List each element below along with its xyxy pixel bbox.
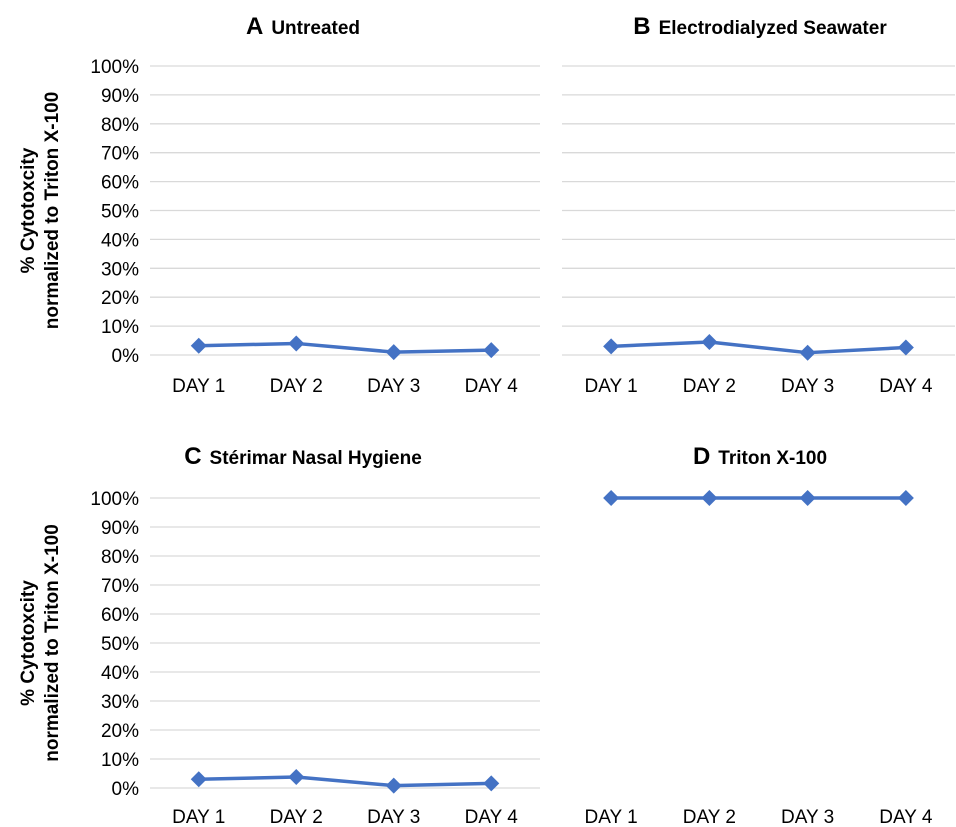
panel-b: B Electrodialyzed Seawater DAY 1 DAY 2 DAY 3… <box>562 13 955 397</box>
y-tick-label: 40% <box>101 663 139 684</box>
y-tick-label: 30% <box>101 692 139 713</box>
panel-title: B Electrodialyzed Seawater <box>633 13 887 40</box>
data-point-marker <box>897 339 914 356</box>
x-tick-label: DAY 3 <box>781 807 834 827</box>
y-tick-label: 60% <box>101 173 139 194</box>
data-point-marker <box>483 342 500 359</box>
data-point-marker <box>603 490 620 506</box>
x-tick-label: DAY 3 <box>367 376 420 397</box>
y-axis-label-line: normalized to Triton X-100 <box>42 92 63 330</box>
data-point-marker <box>385 777 402 794</box>
panel-title: D Triton X-100 <box>693 443 827 470</box>
y-tick-label: 90% <box>101 86 139 107</box>
data-point-marker <box>385 344 402 361</box>
y-tick-label: 100% <box>90 489 139 510</box>
panel-title-text: Electrodialyzed Seawater <box>659 18 888 39</box>
panel-title-text: Untreated <box>271 18 360 39</box>
x-tick-label: DAY 4 <box>465 807 519 827</box>
panel-letter: D <box>693 443 710 470</box>
y-tick-label: 70% <box>101 576 139 597</box>
y-tick-label: 0% <box>112 779 140 800</box>
y-axis-label-line: % Cytotoxcity <box>18 147 39 273</box>
data-point-marker <box>288 335 305 352</box>
y-axis-label-line: % Cytotoxcity <box>18 580 39 706</box>
y-tick-label: 30% <box>101 259 139 280</box>
x-tick-label: DAY 3 <box>367 807 420 827</box>
x-tick-label: DAY 1 <box>172 807 225 827</box>
data-point-marker <box>701 333 718 350</box>
y-axis-label: % Cytotoxcity normalized to Triton X-100 <box>18 92 63 330</box>
panel-d: D Triton X-100 DAY 1 DAY 2 DAY 3 DAY 4 <box>585 443 933 827</box>
data-point-marker <box>799 490 816 506</box>
y-tick-label: 100% <box>90 57 139 78</box>
x-tick-label: DAY 1 <box>172 376 225 397</box>
panel-title-text: Triton X-100 <box>718 448 827 469</box>
x-tick-label: DAY 1 <box>585 376 638 397</box>
series-line <box>611 340 906 355</box>
y-tick-label: 80% <box>101 115 139 136</box>
y-axis-label-line: normalized to Triton X-100 <box>42 524 63 762</box>
y-tick-label: 50% <box>101 634 139 655</box>
y-tick-label: 20% <box>101 721 139 742</box>
panel-title: C Stérimar Nasal Hygiene <box>184 443 422 470</box>
x-tick-label: DAY 1 <box>585 807 638 827</box>
panel-title-text: Stérimar Nasal Hygiene <box>210 448 422 469</box>
y-tick-label: 0% <box>112 346 140 367</box>
x-tick-label: DAY 4 <box>465 376 519 397</box>
data-point-marker <box>603 338 620 355</box>
series-line <box>198 341 492 354</box>
data-point-marker <box>799 344 816 361</box>
data-point-marker <box>897 490 914 506</box>
series-line <box>198 775 492 788</box>
y-tick-label: 60% <box>101 605 139 626</box>
y-tick-label: 70% <box>101 144 139 165</box>
data-point-marker <box>190 337 207 354</box>
panel-letter: C <box>184 443 201 470</box>
y-tick-label: 10% <box>101 750 139 771</box>
data-point-marker <box>701 490 718 506</box>
y-tick-label: 80% <box>101 547 139 568</box>
data-point-marker <box>483 775 500 792</box>
data-point-marker <box>190 771 207 788</box>
panel-c: C Stérimar Nasal Hygiene 0% 10% 20% 30% 40% 50%… <box>18 443 540 827</box>
y-axis-label: % Cytotoxcity normalized to Triton X-100 <box>18 524 63 762</box>
x-tick-label: DAY 2 <box>683 807 736 827</box>
x-tick-label: DAY 3 <box>781 376 834 397</box>
panel-a: A Untreated 0% 10% 20% 30% 40% 50% 60% 70% 80% 90% 1… <box>18 13 540 397</box>
panel-letter: B <box>633 13 650 40</box>
y-tick-label: 20% <box>101 288 139 309</box>
y-tick-label: 10% <box>101 317 139 338</box>
panel-letter: A <box>246 13 263 40</box>
x-tick-label: DAY 2 <box>270 376 323 397</box>
data-point-marker <box>288 768 305 785</box>
x-tick-label: DAY 2 <box>270 807 323 827</box>
panel-title: A Untreated <box>246 13 360 40</box>
x-tick-label: DAY 4 <box>879 376 933 397</box>
x-tick-label: DAY 4 <box>879 807 933 827</box>
y-tick-label: 90% <box>101 518 139 539</box>
y-tick-label: 40% <box>101 230 139 251</box>
y-tick-label: 50% <box>101 202 139 223</box>
x-tick-label: DAY 2 <box>683 376 736 397</box>
